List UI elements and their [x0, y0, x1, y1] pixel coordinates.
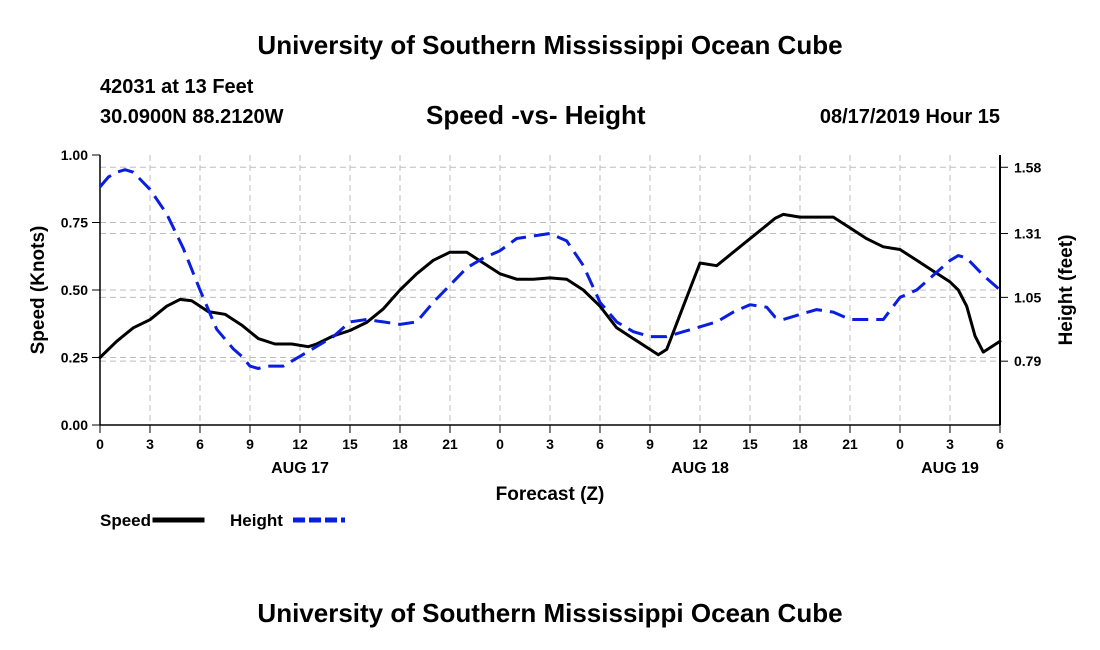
x-tick-label: 3 [146, 436, 154, 452]
y2-tick-label: 1.31 [1014, 226, 1041, 242]
x-tick-label: 6 [596, 436, 604, 452]
y2-axis-label: Height (feet) [1056, 235, 1077, 346]
x-tick-label: 15 [742, 436, 758, 452]
x-tick-label: 3 [946, 436, 954, 452]
x-tick-label: 6 [996, 436, 1004, 452]
y-tick-label: 0.25 [61, 350, 88, 366]
x-tick-label: 18 [392, 436, 408, 452]
speed-series-line [98, 212, 1002, 359]
x-tick-label: 0 [496, 436, 504, 452]
legend-label-height: Height [230, 511, 283, 530]
y-axis-label: Speed (Knots) [28, 226, 49, 355]
x-tick-label: 15 [342, 436, 358, 452]
y-tick-label: 0.50 [61, 282, 88, 298]
x-tick-label: 9 [646, 436, 654, 452]
x-tick-label: 12 [292, 436, 308, 452]
x-tick-label: 21 [842, 436, 858, 452]
coordinates-label: 30.0900N 88.2120W [100, 106, 284, 128]
x-tick-label: 0 [896, 436, 904, 452]
date-label: AUG 17 [271, 460, 329, 477]
x-tick-label: 9 [246, 436, 254, 452]
x-tick-label: 0 [96, 436, 104, 452]
y-tick-label: 1.00 [61, 147, 88, 163]
station-label: 42031 at 13 Feet [100, 76, 254, 98]
x-tick-label: 6 [196, 436, 204, 452]
x-tick-label: 18 [792, 436, 808, 452]
height-series-line [98, 168, 1001, 370]
x-tick-label: 21 [442, 436, 458, 452]
y2-tick-label: 1.58 [1014, 159, 1041, 175]
date-label: AUG 19 [921, 460, 979, 477]
x-tick-label: 12 [692, 436, 708, 452]
x-tick-label: 3 [546, 436, 554, 452]
forecast-datetime: 08/17/2019 Hour 15 [819, 106, 1000, 128]
footer-title: University of Southern Mississippi Ocean… [257, 598, 843, 628]
date-label: AUG 18 [671, 460, 729, 477]
chart-title: Speed -vs- Height [426, 100, 646, 130]
legend-label-speed: Speed [100, 511, 151, 530]
page-title: University of Southern Mississippi Ocean… [257, 30, 843, 60]
x-axis-label: Forecast (Z) [496, 484, 605, 505]
y-tick-label: 0.75 [61, 215, 88, 231]
y2-tick-label: 1.05 [1014, 289, 1041, 305]
y-tick-label: 0.00 [61, 417, 88, 433]
y2-tick-label: 0.79 [1014, 353, 1041, 369]
